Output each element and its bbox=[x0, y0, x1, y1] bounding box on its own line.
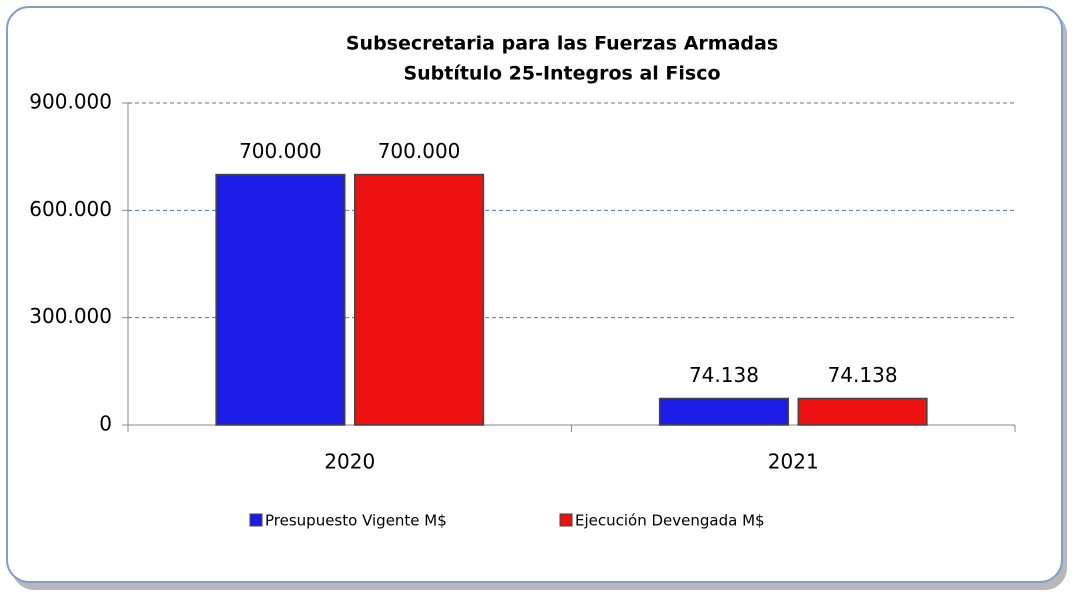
x-tick-label: 2020 bbox=[324, 450, 375, 474]
legend-label: Presupuesto Vigente M$ bbox=[265, 512, 447, 530]
legend-swatch bbox=[559, 513, 573, 527]
y-tick-label: 300.000 bbox=[29, 304, 112, 328]
y-tick-label: 600.000 bbox=[29, 197, 112, 221]
value-label: 74.138 bbox=[689, 363, 759, 387]
value-label: 700.000 bbox=[239, 139, 322, 163]
legend-swatch bbox=[249, 513, 263, 527]
bar bbox=[797, 397, 928, 426]
y-tick-label: 900.000 bbox=[29, 90, 112, 114]
bar bbox=[354, 173, 485, 426]
x-tick-label: 2021 bbox=[768, 450, 819, 474]
chart-title: Subsecretaria para las Fuerzas Armadas bbox=[346, 33, 778, 55]
y-tick-label: 0 bbox=[99, 412, 112, 436]
value-label: 700.000 bbox=[378, 139, 461, 163]
chart-subtitle: Subtítulo 25-Integros al Fisco bbox=[403, 63, 720, 85]
bar bbox=[215, 173, 346, 426]
bar bbox=[658, 397, 790, 426]
value-label: 74.138 bbox=[828, 363, 898, 387]
legend-label: Ejecución Devengada M$ bbox=[575, 512, 765, 530]
frame bbox=[6, 6, 1063, 583]
